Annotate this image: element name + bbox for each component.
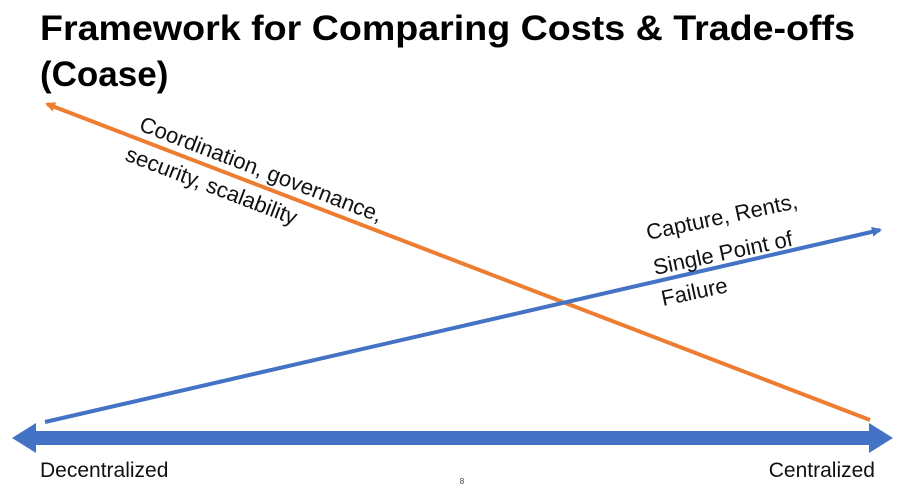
title: (Coase): [40, 55, 168, 94]
cost-arrow: [45, 102, 871, 422]
title: Framework for Comparing Costs & Trade-of…: [40, 9, 855, 48]
axis-arrow: [12, 423, 893, 453]
axis-label: Centralized: [769, 459, 875, 482]
page-number: 8: [460, 477, 465, 486]
cost-arrow: [44, 226, 882, 424]
axis-label: Decentralized: [40, 459, 168, 482]
